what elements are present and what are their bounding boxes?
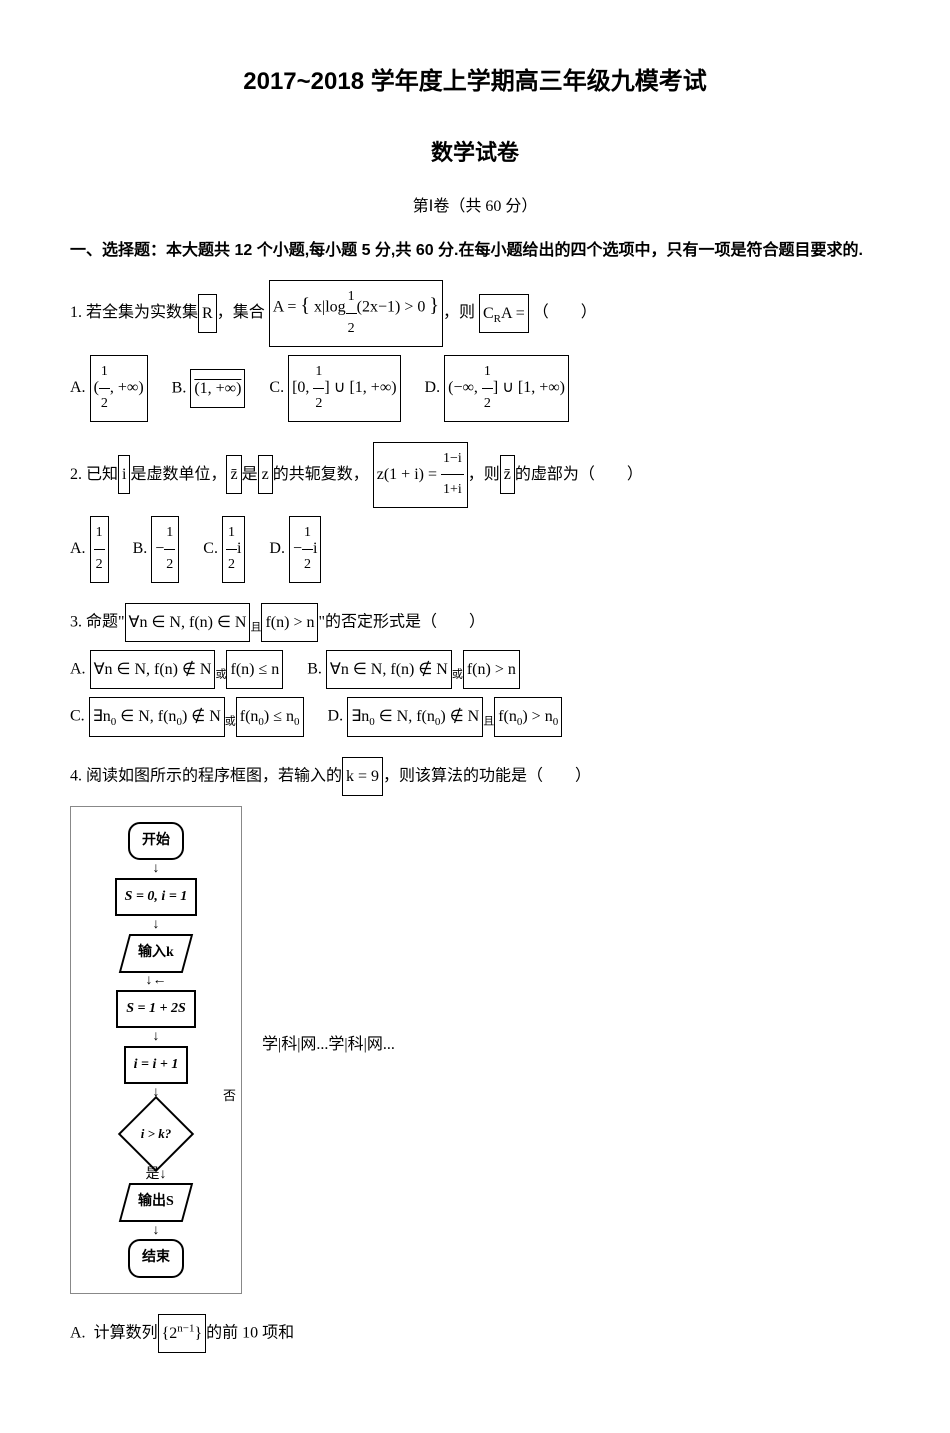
q3-p1: ∀n ∈ N, f(n) ∈ N (125, 603, 251, 642)
fc-loop2: i = i + 1 (124, 1046, 189, 1085)
q2-mid2: 是 (242, 466, 258, 483)
q1-paren: （ ） (533, 304, 597, 321)
q1-option-d: D. (−∞, 12] ∪ [1, +∞) (425, 355, 569, 422)
question-4: 4. 阅读如图所示的程序框图，若输入的k = 9，则该算法的功能是（ ） 开始 … (70, 757, 880, 1353)
q2-i: i (118, 455, 130, 494)
q2-mid3: 的共轭复数， (273, 466, 369, 483)
q1-option-b: B. (1, +∞) (172, 369, 246, 408)
q3-and: 且 (250, 621, 261, 633)
question-3: 3. 命题"∀n ∈ N, f(n) ∈ N且f(n) > n"的否定形式是（ … (70, 603, 880, 737)
q1-stem-mid: ，集合 (217, 304, 265, 321)
fc-start: 开始 (128, 822, 184, 861)
q3-p2: f(n) > n (261, 603, 318, 642)
exam-subtitle: 数学试卷 (70, 133, 880, 173)
fc-no-label: 否 (223, 1082, 236, 1111)
q2-formula: z(1 + i) = 1−i1+i (373, 442, 468, 509)
question-1: 1. 若全集为实数集R，集合 A = { x|log12(2x−1) > 0 }… (70, 280, 880, 421)
q1-stem-post: ，则 (443, 304, 475, 321)
q2-stem-pre: 2. 已知 (70, 466, 118, 483)
q3-stem-pre: 3. 命题" (70, 613, 125, 630)
q2-option-d: D. −12i (269, 516, 321, 583)
fc-init: S = 0, i = 1 (115, 878, 198, 917)
q3-option-a: A. ∀n ∈ N, f(n) ∉ N或f(n) ≤ n (70, 650, 283, 689)
q3-option-d: D. ∃n0 ∈ N, f(n0) ∉ N且f(n0) > n0 (328, 697, 563, 736)
q2-zbar: z̄ (226, 455, 241, 494)
q4-option-a: A. 计算数列{2n−1}的前 10 项和 (70, 1314, 294, 1353)
q4-stem-pre: 4. 阅读如图所示的程序框图，若输入的 (70, 767, 342, 784)
q2-post: ，则 (468, 466, 500, 483)
section-title: 一、选择题：本大题共 12 个小题,每小题 5 分,共 60 分.在每小题给出的… (70, 237, 880, 266)
fc-loop1: S = 1 + 2S (116, 990, 196, 1029)
part-label: 第Ⅰ卷（共 60 分） (70, 193, 880, 222)
fc-cond: i > k? (118, 1095, 194, 1171)
q2-zbar2: z̄ (500, 455, 515, 494)
q2-z: z (258, 455, 273, 494)
q2-option-c: C. 12i (203, 516, 245, 583)
q4-stem-post: ，则该算法的功能是（ ） (383, 767, 591, 784)
fc-end: 结束 (128, 1239, 184, 1278)
fc-input: 输入k (119, 934, 193, 973)
question-2: 2. 已知i是虚数单位，z̄是z的共轭复数， z(1 + i) = 1−i1+i… (70, 442, 880, 583)
q1-complement: CRA = (479, 294, 529, 333)
q2-end: 的虚部为（ ） (515, 466, 643, 483)
q1-R: R (198, 294, 217, 333)
q2-option-b: B. −12 (133, 516, 180, 583)
q2-mid1: 是虚数单位， (130, 466, 226, 483)
q3-option-b: B. ∀n ∈ N, f(n) ∉ N或f(n) > n (307, 650, 520, 689)
q4-side-text: 学|科|网...学|科|网... (262, 1027, 395, 1062)
q1-option-c: C. [0, 12] ∪ [1, +∞) (269, 355, 400, 422)
q1-option-a: A. (12, +∞) (70, 355, 148, 422)
flowchart: 开始 ↓ S = 0, i = 1 ↓ 输入k ↓← S = 1 + 2S ↓ … (70, 806, 242, 1294)
exam-title: 2017~2018 学年度上学期高三年级九模考试 (70, 60, 880, 103)
q1-stem-pre: 1. 若全集为实数集 (70, 304, 198, 321)
q2-option-a: A. 12 (70, 516, 109, 583)
q3-post: "的否定形式是（ ） (318, 613, 485, 630)
fc-output: 输出S (119, 1183, 193, 1222)
q4-k: k = 9 (342, 757, 383, 796)
q1-set-formula: A = { x|log12(2x−1) > 0 } (269, 280, 443, 347)
q3-option-c: C. ∃n0 ∈ N, f(n0) ∉ N或f(n0) ≤ n0 (70, 697, 304, 736)
